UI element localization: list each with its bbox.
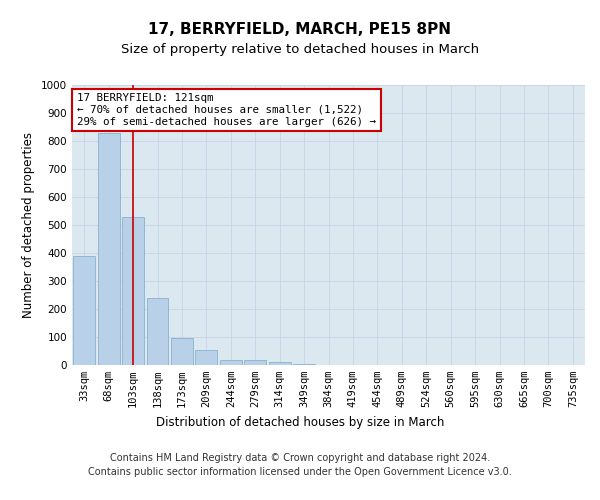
Bar	[122, 216, 144, 365]
Bar	[244, 360, 266, 365]
Bar	[146, 298, 169, 365]
Y-axis label: Number of detached properties: Number of detached properties	[22, 132, 35, 318]
Bar	[98, 132, 119, 365]
Bar	[73, 256, 95, 365]
Text: 17, BERRYFIELD, MARCH, PE15 8PN: 17, BERRYFIELD, MARCH, PE15 8PN	[149, 22, 452, 38]
Bar	[196, 350, 217, 365]
Text: Contains HM Land Registry data © Crown copyright and database right 2024.
Contai: Contains HM Land Registry data © Crown c…	[88, 453, 512, 477]
Bar	[220, 360, 242, 365]
Bar	[269, 362, 290, 365]
Text: Distribution of detached houses by size in March: Distribution of detached houses by size …	[156, 416, 444, 429]
Bar	[293, 364, 315, 365]
Text: Size of property relative to detached houses in March: Size of property relative to detached ho…	[121, 42, 479, 56]
Text: 17 BERRYFIELD: 121sqm
← 70% of detached houses are smaller (1,522)
29% of semi-d: 17 BERRYFIELD: 121sqm ← 70% of detached …	[77, 94, 376, 126]
Bar	[171, 338, 193, 365]
